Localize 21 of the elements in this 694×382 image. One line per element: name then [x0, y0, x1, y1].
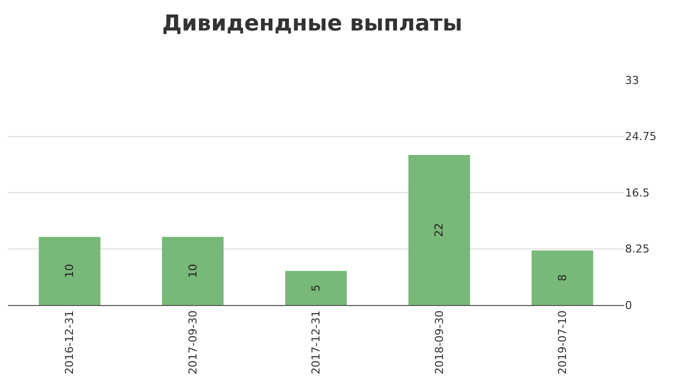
bar	[38, 236, 100, 305]
data-label: 10	[186, 264, 200, 278]
x-tick-label: 2017-09-30	[186, 310, 200, 374]
x-tick-label: 2019-07-10	[556, 310, 569, 374]
y-tick-label: 16.5	[625, 186, 650, 200]
bar	[408, 155, 470, 305]
y-tick-label: 24.75	[625, 130, 656, 144]
x-tick-label: 2018-09-30	[432, 310, 446, 374]
y-tick-label: 0	[625, 298, 632, 312]
data-label: 10	[63, 264, 76, 278]
bar	[532, 250, 594, 305]
bar	[162, 236, 224, 305]
x-tick-label: 2016-12-31	[63, 310, 76, 374]
y-tick-label: 33	[625, 74, 639, 87]
chart-title: Дивидендные выплаты	[162, 12, 462, 37]
x-tick-label: 2017-12-31	[310, 310, 323, 374]
bar	[285, 270, 347, 305]
data-label: 8	[556, 274, 569, 282]
data-label: 5	[310, 284, 322, 292]
y-tick-label: 8.25	[625, 242, 650, 256]
data-label: 22	[432, 223, 446, 237]
